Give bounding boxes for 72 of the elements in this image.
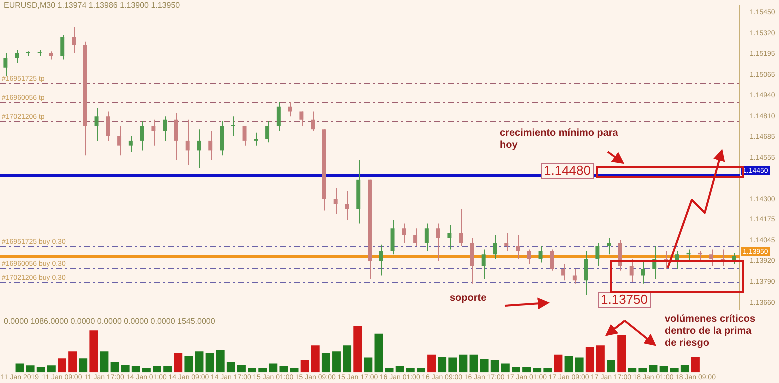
bar [638,368,648,373]
bar [206,353,214,373]
bar [428,354,436,373]
bar [258,368,268,373]
bar [364,358,373,373]
bar [26,366,35,373]
bar [226,362,236,373]
bar [670,368,679,373]
bar [248,368,257,373]
bar [396,366,404,373]
bar [58,358,66,373]
bar [575,358,584,373]
bar [100,352,109,373]
bar [174,353,183,373]
annotation: volúmenes críticos dentro de la prima de riesgo [665,314,757,350]
bar [90,330,98,373]
bar [36,367,46,373]
bar [618,335,626,373]
bar [142,368,151,373]
bar [153,366,162,373]
chart-title: EURUSD,M30 1.13974 1.13986 1.13900 1.13950 [4,1,180,10]
bar [490,360,500,373]
bar [374,334,384,373]
chart-title: 0.0000 1086.0000 0.0000 0.0000 0.0000 0.0000 1545.0000 [4,317,216,326]
bar [533,368,542,373]
bar [16,364,24,373]
bar [300,360,310,373]
bar [480,359,489,373]
bar [607,360,616,373]
bar [596,346,605,373]
bar [110,362,120,373]
bar [132,366,140,373]
bar [680,365,690,373]
bar [564,356,574,373]
bar [470,354,478,373]
bar [280,366,288,373]
bar [354,326,362,373]
bar [522,367,532,373]
bar [438,357,447,373]
bar [184,356,194,373]
bar [332,352,341,373]
annotation: 1.13750 [598,292,651,308]
bar [164,366,172,373]
bar [269,364,278,373]
bar [416,368,426,373]
bar [459,354,468,373]
bar [311,346,320,373]
bar [649,365,658,373]
bar [512,367,520,373]
bar [290,368,299,373]
bar [238,365,246,373]
annotation: soporte [450,293,487,305]
bar [68,352,78,373]
bar [406,368,415,373]
bar [385,368,394,373]
bar [586,346,594,373]
bar [343,346,352,373]
bar [322,353,330,373]
bar [79,358,88,373]
bar [448,358,458,373]
bar [628,368,637,373]
bar [47,366,56,373]
bar [216,350,225,373]
bar [501,364,510,373]
annotation: crecimiento mínimo para hoy [500,128,620,152]
annotation: 1.14480 [541,163,594,179]
bar [554,354,563,373]
bar [544,368,552,373]
bar [195,352,204,373]
bar [121,365,130,373]
bar [692,357,700,373]
bar [660,366,668,373]
